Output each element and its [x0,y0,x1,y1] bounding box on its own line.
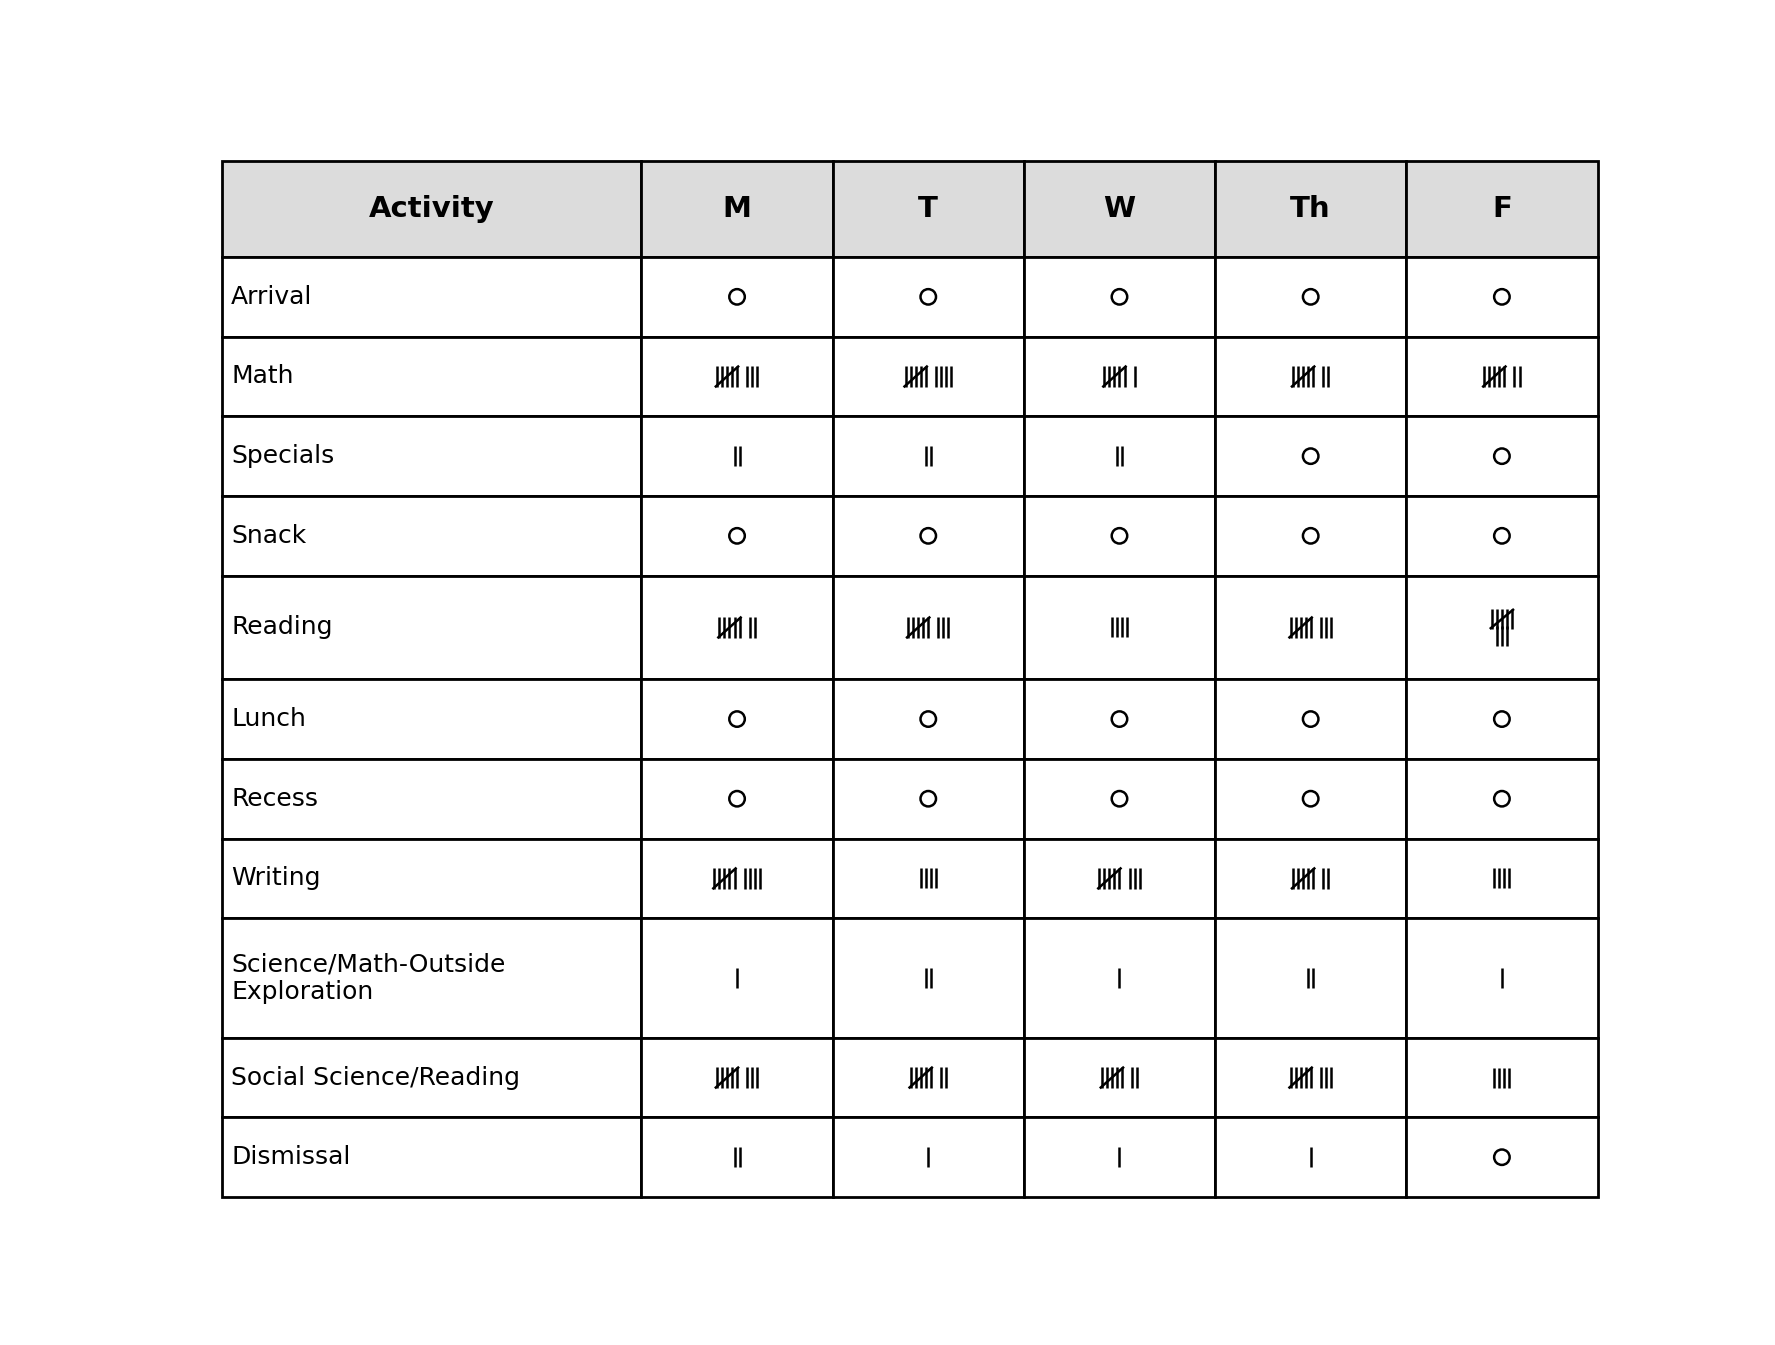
Bar [832,161,1024,257]
Bar [641,576,832,679]
Bar [832,1038,1024,1118]
Bar [222,417,641,496]
Bar [1216,1038,1406,1118]
Bar [1024,336,1216,417]
Bar [222,1118,641,1197]
Bar [222,679,641,759]
Bar [1406,1038,1598,1118]
Bar [641,496,832,576]
Bar [1216,496,1406,576]
Bar [832,919,1024,1038]
Bar [1216,759,1406,838]
Text: T: T [918,195,939,223]
Bar [641,336,832,417]
Bar [1216,1118,1406,1197]
Bar [222,919,641,1038]
Bar [641,1118,832,1197]
Text: Dismissal: Dismissal [231,1145,350,1169]
Bar [641,257,832,336]
Bar [222,838,641,919]
Bar [1024,759,1216,838]
Bar [1406,257,1598,336]
Bar [832,496,1024,576]
Bar [1024,496,1216,576]
Bar [1406,679,1598,759]
Bar [1216,257,1406,336]
Bar [641,417,832,496]
Bar [641,679,832,759]
Bar [1216,919,1406,1038]
Bar [1406,576,1598,679]
Bar [222,496,641,576]
Bar [222,257,641,336]
Text: Snack: Snack [231,523,307,547]
Bar [222,576,641,679]
Bar [1024,1038,1216,1118]
Bar [1216,336,1406,417]
Bar [1406,336,1598,417]
Bar [1024,257,1216,336]
Text: Activity: Activity [369,195,495,223]
Bar [641,759,832,838]
Bar [641,838,832,919]
Bar [832,257,1024,336]
Text: Science/Math-Outside
Exploration: Science/Math-Outside Exploration [231,952,506,1003]
Bar [1024,417,1216,496]
Text: Reading: Reading [231,616,332,639]
Text: Th: Th [1290,195,1331,223]
Text: W: W [1104,195,1136,223]
Bar [832,1118,1024,1197]
Text: Math: Math [231,364,293,389]
Bar [1406,1118,1598,1197]
Bar [1406,919,1598,1038]
Bar [832,417,1024,496]
Bar [832,679,1024,759]
Bar [222,759,641,838]
Bar [641,1038,832,1118]
Text: Specials: Specials [231,444,334,468]
Bar [641,919,832,1038]
Bar [832,838,1024,919]
Bar [832,759,1024,838]
Bar [1024,161,1216,257]
Bar [832,576,1024,679]
Bar [1024,576,1216,679]
Bar [1024,1118,1216,1197]
Bar [222,1038,641,1118]
Bar [832,336,1024,417]
Bar [1216,576,1406,679]
Bar [222,161,641,257]
Bar [1216,838,1406,919]
Bar [1216,679,1406,759]
Text: Social Science/Reading: Social Science/Reading [231,1065,520,1089]
Bar [222,336,641,417]
Bar [1406,838,1598,919]
Text: Arrival: Arrival [231,285,312,309]
Bar [1406,417,1598,496]
Bar [641,161,832,257]
Text: Lunch: Lunch [231,707,305,732]
Text: M: M [722,195,751,223]
Bar [1024,919,1216,1038]
Bar [1024,679,1216,759]
Text: F: F [1493,195,1512,223]
Bar [1406,161,1598,257]
Bar [1406,759,1598,838]
Bar [1024,838,1216,919]
Bar [1216,417,1406,496]
Text: Recess: Recess [231,787,318,811]
Bar [1216,161,1406,257]
Bar [1406,496,1598,576]
Text: Writing: Writing [231,866,321,890]
